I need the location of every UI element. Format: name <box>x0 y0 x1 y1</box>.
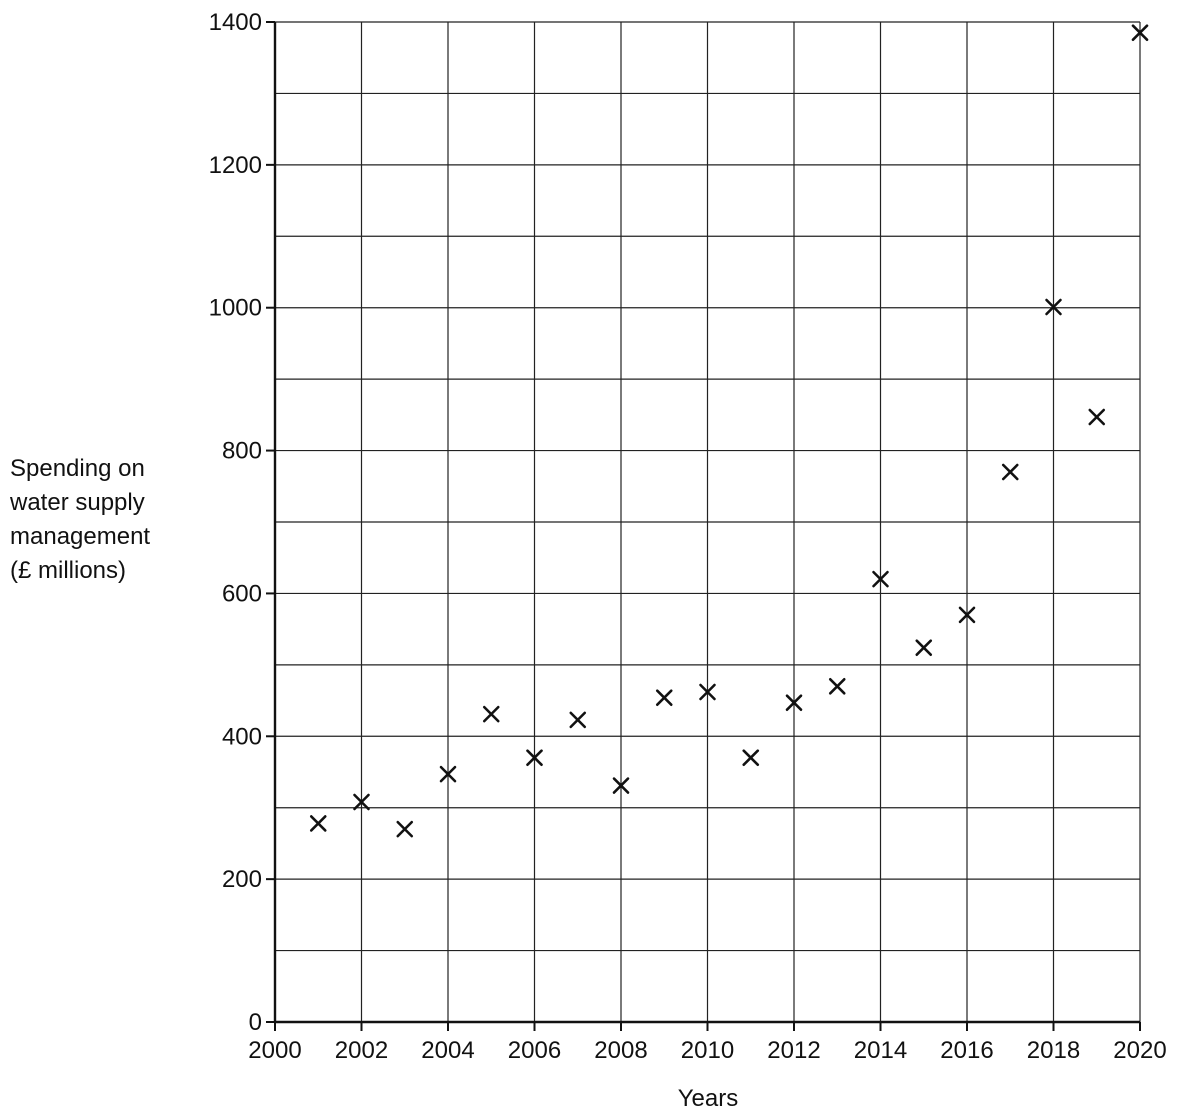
x-tick-label: 2018 <box>1027 1037 1080 1064</box>
y-tick-label: 1400 <box>209 9 262 36</box>
data-point-stroke <box>915 639 933 657</box>
data-point <box>526 749 543 767</box>
x-tick-label: 2008 <box>594 1037 647 1064</box>
data-point-stroke <box>1001 463 1019 481</box>
data-point <box>742 749 760 767</box>
data-point-stroke <box>655 689 673 707</box>
data-point <box>482 705 500 723</box>
data-point <box>915 639 933 657</box>
data-point-stroke <box>612 777 630 794</box>
x-tick-label: 2002 <box>335 1037 388 1064</box>
y-tick-label: 800 <box>222 438 262 465</box>
x-tick-label: 2020 <box>1113 1037 1166 1064</box>
data-point-stroke <box>439 765 457 783</box>
data-point-stroke <box>699 683 716 701</box>
data-point-stroke <box>482 705 500 723</box>
x-axis-title: Years <box>678 1085 739 1112</box>
data-point-stroke <box>309 815 327 832</box>
data-point-stroke <box>1131 24 1149 42</box>
data-point-stroke <box>1088 408 1106 426</box>
data-point-stroke <box>872 570 889 588</box>
y-axis-ticks: 0 200 400 600 800 1000 1200 1400 <box>209 9 275 1036</box>
data-point <box>309 815 327 832</box>
data-point-stroke <box>958 606 976 624</box>
x-tick-label: 2004 <box>421 1037 474 1064</box>
y-axis-title-line: water supply <box>10 489 145 516</box>
grid <box>275 21 1141 1022</box>
data-point <box>1088 408 1106 426</box>
y-tick-label: 1000 <box>209 295 262 322</box>
data-point <box>958 606 976 624</box>
data-point <box>1131 24 1149 42</box>
data-point <box>1045 298 1062 316</box>
data-point <box>699 683 716 701</box>
data-point <box>612 777 630 794</box>
y-axis-title-line: Spending on <box>10 455 145 482</box>
data-point-stroke <box>353 793 370 811</box>
x-tick-label: 2016 <box>940 1037 993 1064</box>
y-tick-label: 1200 <box>209 152 262 179</box>
data-point <box>396 820 414 838</box>
y-axis-title-line: management <box>10 523 151 550</box>
y-tick-label: 200 <box>222 866 262 893</box>
x-tick-label: 2010 <box>681 1037 734 1064</box>
data-point-stroke <box>526 749 543 767</box>
data-point-stroke <box>785 694 803 712</box>
data-point-stroke <box>396 820 414 838</box>
data-point <box>1001 463 1019 481</box>
data-point-stroke <box>1045 298 1062 316</box>
x-tick-label: 2012 <box>767 1037 820 1064</box>
data-point <box>655 689 673 707</box>
data-point <box>872 570 889 588</box>
y-axis-title: Spending on water supply management (£ m… <box>10 452 210 588</box>
data-point <box>439 765 457 783</box>
y-tick-label: 400 <box>222 723 262 750</box>
x-tick-label: 2006 <box>508 1037 561 1064</box>
data-point-stroke <box>569 711 587 729</box>
x-tick-label: 2000 <box>248 1037 301 1064</box>
data-point <box>353 793 370 811</box>
y-tick-label: 600 <box>222 580 262 607</box>
data-point <box>569 711 587 729</box>
data-point <box>828 677 846 695</box>
data-points <box>309 24 1149 838</box>
data-point-stroke <box>828 677 846 695</box>
y-tick-label: 0 <box>249 1009 262 1036</box>
x-axis-ticks: 2000 2002 2004 2006 2008 2010 2012 2014 2016 2018… <box>248 1022 1167 1064</box>
y-axis-title-line: (£ millions) <box>10 557 127 584</box>
data-point-stroke <box>742 749 760 767</box>
x-tick-label: 2014 <box>854 1037 907 1064</box>
data-point <box>785 694 803 712</box>
